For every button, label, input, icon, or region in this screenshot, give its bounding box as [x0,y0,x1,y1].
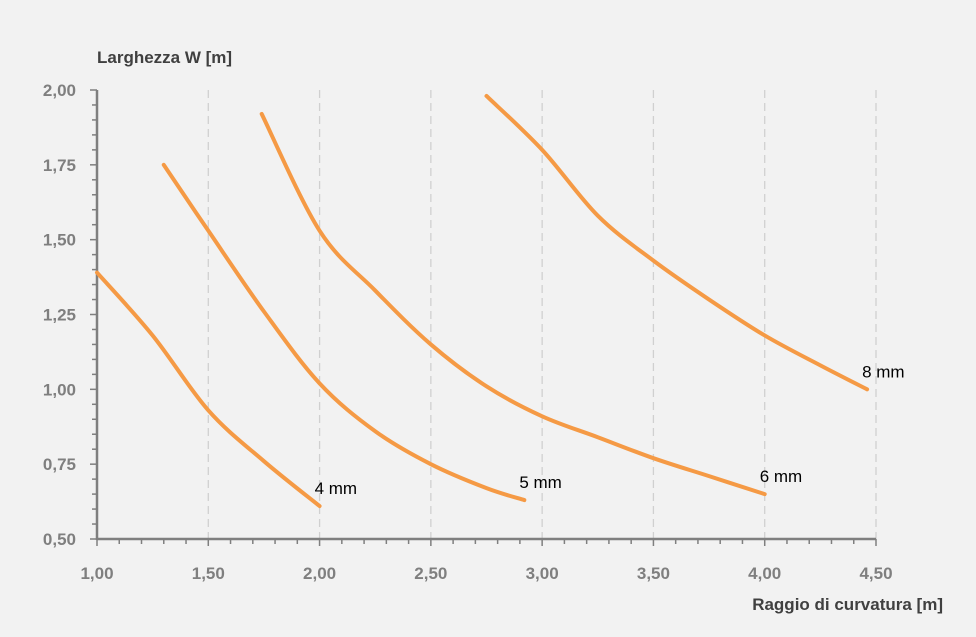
series-label: 4 mm [315,479,358,498]
x-tick-label: 3,00 [526,564,559,583]
series-label: 6 mm [760,467,803,486]
tick-labels: 1,00 1,50 2,00 2,50 3,00 3,50 4,00 4,50 0,50 0,75… [43,81,893,583]
x-tick-label: 2,50 [414,564,447,583]
x-tick-label: 1,00 [80,564,113,583]
y-tick-label: 2,00 [43,81,76,100]
grid [207,90,877,539]
series-label: 8 mm [862,362,905,381]
y-tick-label: 0,50 [43,530,76,549]
y-axis-title: Larghezza W [m] [97,48,232,67]
y-tick-label: 1,75 [43,156,76,175]
axes [90,89,877,546]
x-axis-title: Raggio di curvatura [m] [752,595,943,614]
series-line-4mm [95,270,322,509]
y-tick-label: 1,50 [43,231,76,250]
series-label: 5 mm [519,473,562,492]
series-lines [95,93,870,509]
x-tick-label: 4,50 [859,564,892,583]
y-tick-label: 0,75 [43,455,76,474]
series-labels: 4 mm 5 mm 6 mm 8 mm [315,362,905,498]
x-tick-label: 2,00 [303,564,336,583]
x-tick-label: 4,00 [748,564,781,583]
series-line-8mm [484,93,870,392]
x-tick-label: 3,50 [637,564,670,583]
series-line-5mm [161,162,527,503]
y-tick-label: 1,00 [43,380,76,399]
x-tick-label: 1,50 [192,564,225,583]
y-tick-label: 1,25 [43,306,76,325]
series-line-6mm [259,111,767,497]
